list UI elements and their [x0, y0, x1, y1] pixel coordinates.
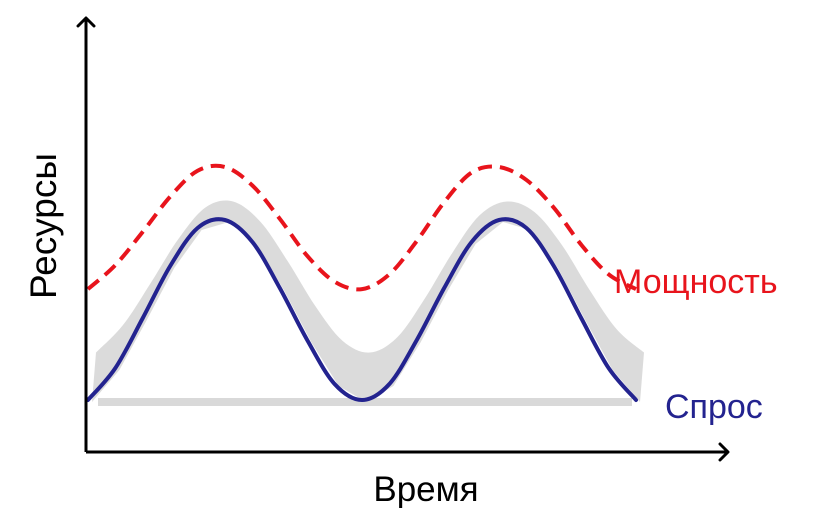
series-label-capacity: Мощность	[614, 263, 778, 301]
demand-line	[86, 217, 638, 403]
capacity-gap-band	[92, 200, 644, 402]
capacity-gap-band	[92, 200, 644, 406]
y-axis-label: Ресурсы	[23, 153, 64, 299]
x-axis-label: Время	[373, 470, 478, 508]
series-layer	[86, 163, 638, 403]
series-label-demand: Спрос	[665, 388, 763, 426]
capacity-line	[86, 163, 637, 292]
